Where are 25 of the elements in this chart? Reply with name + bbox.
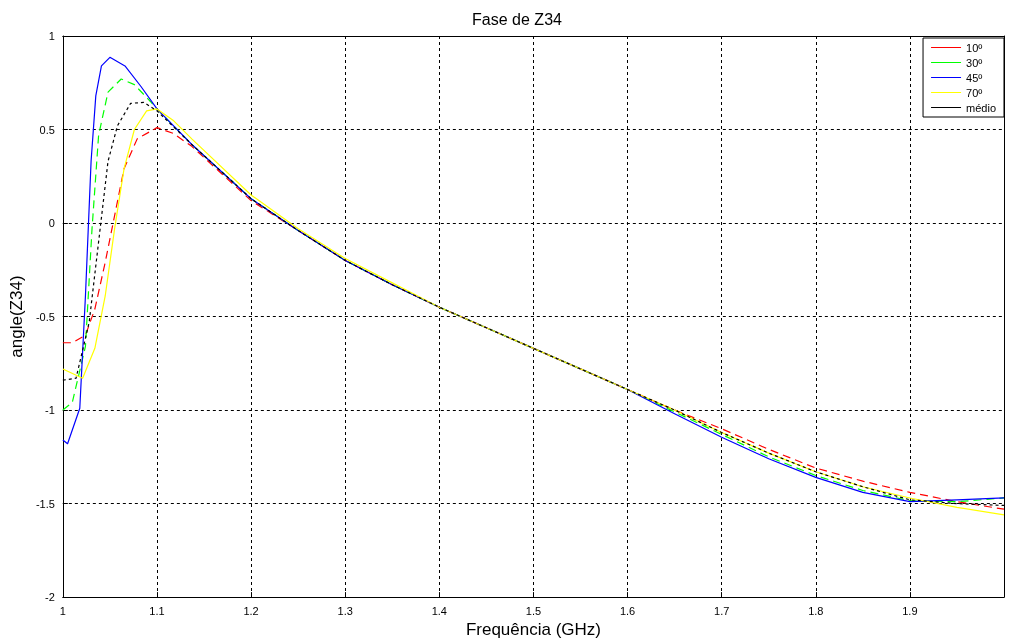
x-tick-label: 1.7	[714, 604, 730, 617]
y-tick-label: 0.5	[39, 123, 55, 136]
x-tick-label: 1.9	[902, 604, 918, 617]
x-tick-label: 1.5	[525, 604, 542, 617]
legend-label: 45º	[966, 71, 983, 84]
legend-label: 10º	[966, 41, 983, 54]
y-tick-label: -1.5	[35, 497, 55, 510]
y-tick-label: -1	[45, 404, 55, 417]
y-tick-label: -2	[45, 591, 55, 604]
legend-label: médio	[966, 101, 997, 114]
legend-label: 70º	[966, 86, 983, 99]
legend-label: 30º	[966, 56, 983, 69]
x-axis-title: Frequência (GHz)	[465, 620, 601, 639]
y-tick-label: 0	[48, 217, 55, 230]
y-tick-label: 1	[48, 30, 55, 42]
y-axis-title: angle(Z34)	[7, 275, 26, 358]
x-tick-label: 1	[59, 604, 66, 617]
x-tick-label: 1.8	[808, 604, 824, 617]
y-tick-label: -0.5	[35, 310, 55, 323]
x-tick-label: 1.3	[337, 604, 353, 617]
x-tick-label: 1.2	[243, 604, 259, 617]
x-tick-label: 1.6	[619, 604, 636, 617]
x-tick-label: 1.4	[431, 604, 447, 617]
x-tick-label: 1.1	[149, 604, 165, 617]
chart-title: Fase de Z34	[472, 10, 563, 28]
